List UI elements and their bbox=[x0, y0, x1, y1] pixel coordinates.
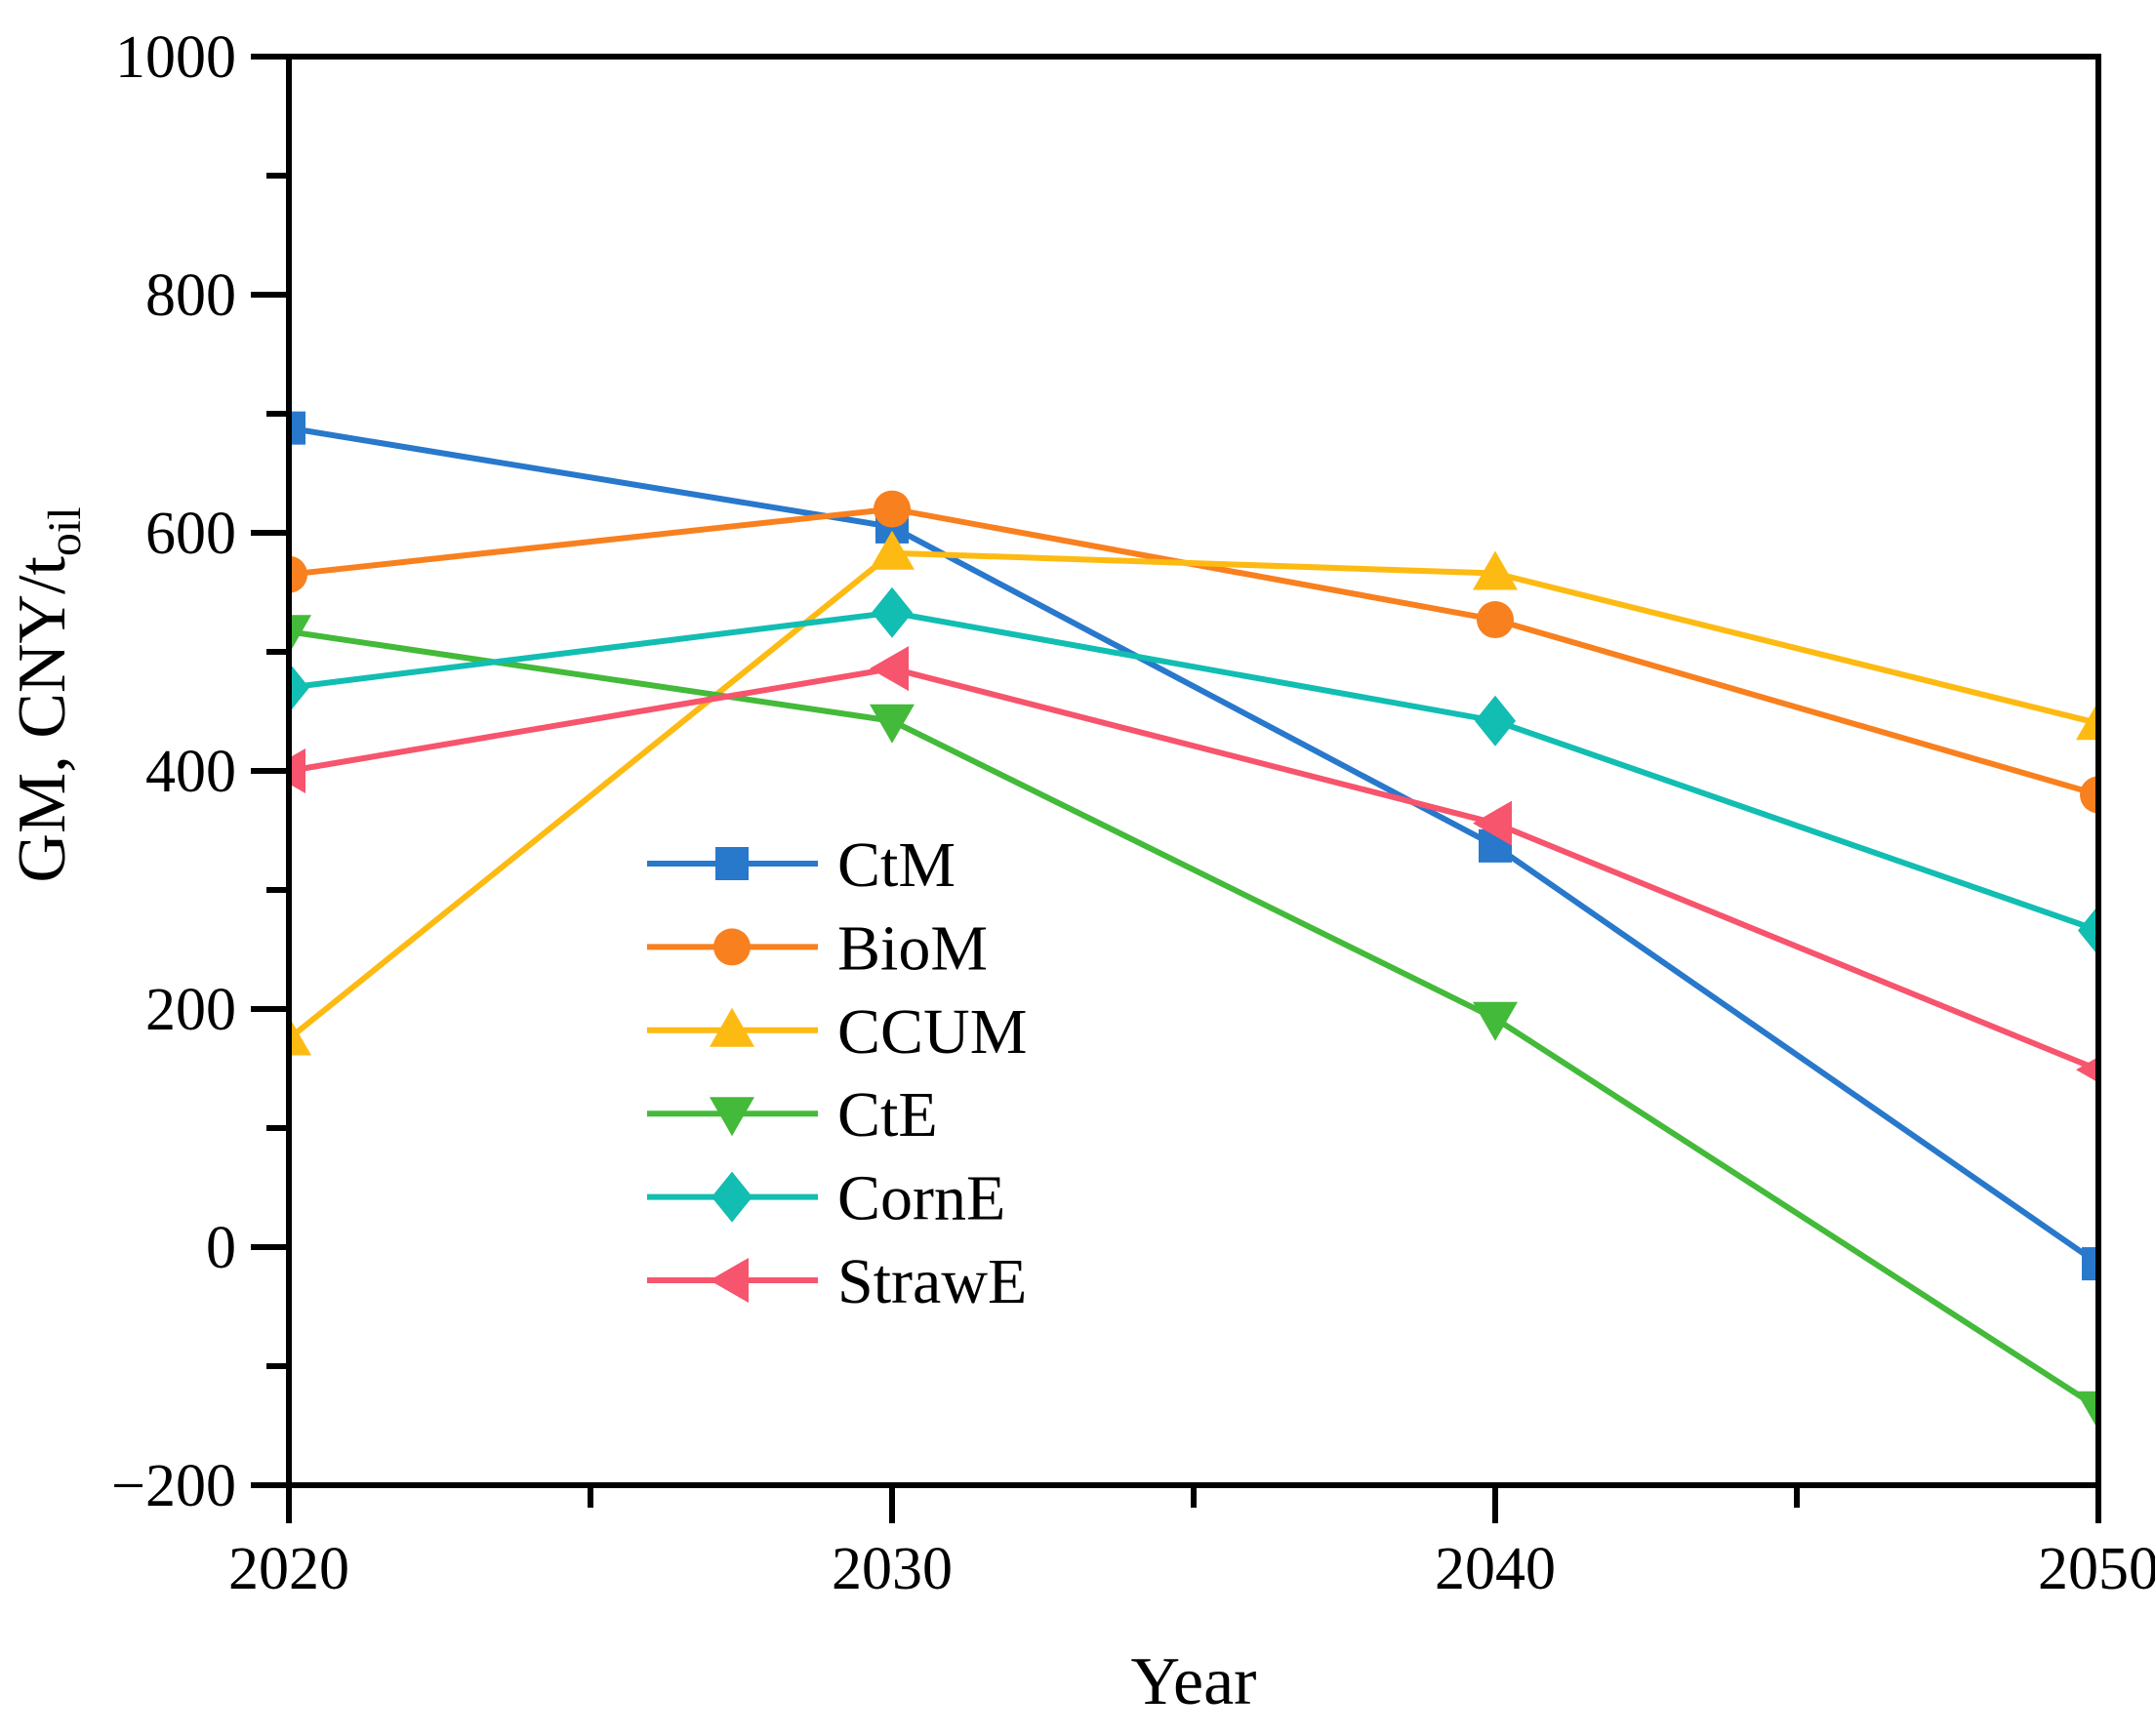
legend-item-StrawE: StrawE bbox=[647, 1246, 1027, 1317]
data-point-StrawE-2030 bbox=[870, 646, 909, 692]
x-tick-label: 2030 bbox=[832, 1536, 953, 1602]
y-tick-label: −200 bbox=[111, 1453, 236, 1519]
data-point-CornE-2040 bbox=[1475, 695, 1516, 747]
legend-label-StrawE: StrawE bbox=[837, 1246, 1027, 1317]
data-point-CtE-2030 bbox=[870, 704, 915, 744]
series-line-StrawE bbox=[288, 666, 2100, 1072]
data-point-CCUM-2050 bbox=[2076, 701, 2101, 741]
data-point-CornE-2030 bbox=[872, 586, 913, 638]
legend-marker-square-icon bbox=[715, 847, 749, 880]
legend-marker-diamond-icon bbox=[712, 1171, 752, 1223]
y-tick-label: 1000 bbox=[115, 24, 236, 91]
data-point-CtE-2050 bbox=[2076, 1391, 2101, 1431]
data-point-CCUM-2040 bbox=[1473, 550, 1518, 590]
legend-item-BioM: BioM bbox=[647, 912, 988, 984]
x-axis-title: Year bbox=[1131, 1644, 1257, 1719]
legend-label-BioM: BioM bbox=[837, 912, 988, 984]
y-tick-label: 600 bbox=[145, 501, 236, 567]
series-BioM bbox=[286, 490, 2101, 814]
series-group bbox=[286, 411, 2101, 1431]
y-tick-label: 0 bbox=[206, 1215, 236, 1281]
legend-label-CtE: CtE bbox=[837, 1079, 938, 1151]
x-tick-label: 2050 bbox=[2038, 1536, 2155, 1602]
legend-marker-triangle-up-icon bbox=[710, 1007, 754, 1047]
series-line-CtE bbox=[288, 628, 2100, 1411]
data-point-StrawE-2040 bbox=[1473, 800, 1512, 846]
plot-frame bbox=[286, 54, 2101, 1488]
series-CtE bbox=[286, 615, 2101, 1431]
axes: 1000 800 600 400 200 0 −200 2020 2030 2040 2050 Yea… bbox=[5, 24, 2155, 1719]
series-line-CtM bbox=[288, 424, 2100, 1267]
data-point-BioM-2030 bbox=[874, 490, 911, 528]
legend-label-CCUM: CCUM bbox=[837, 996, 1027, 1068]
data-point-CCUM-2030 bbox=[870, 530, 915, 570]
y-axis-title: GM, CNY/toil bbox=[5, 506, 91, 882]
legend-item-CtM: CtM bbox=[647, 829, 956, 901]
legend-label-CornE: CornE bbox=[837, 1163, 1005, 1234]
x-tick-label: 2020 bbox=[228, 1536, 349, 1602]
series-CCUM bbox=[286, 530, 2101, 1056]
legend-label-CtM: CtM bbox=[837, 829, 956, 901]
legend-marker-circle-icon bbox=[713, 928, 751, 966]
data-point-StrawE-2050 bbox=[2076, 1055, 2101, 1085]
data-point-BioM-2040 bbox=[1477, 601, 1514, 639]
legend-marker-triangle-down-icon bbox=[710, 1097, 754, 1137]
x-tick-label: 2040 bbox=[1435, 1536, 1556, 1602]
data-point-CtE-2020 bbox=[286, 615, 311, 655]
y-tick-label: 200 bbox=[145, 977, 236, 1043]
series-CtM bbox=[286, 411, 2101, 1281]
legend-item-CCUM: CCUM bbox=[647, 996, 1027, 1068]
series-line-CCUM bbox=[287, 549, 2099, 1041]
series-CornE bbox=[286, 586, 2101, 956]
y-tick-label: 400 bbox=[145, 739, 236, 805]
legend: CtM BioM CCUM CtE CornE StrawE bbox=[647, 829, 1027, 1317]
legend-item-CornE: CornE bbox=[647, 1163, 1005, 1234]
series-line-CornE bbox=[288, 609, 2099, 934]
data-point-CtE-2040 bbox=[1473, 1001, 1518, 1041]
data-point-CCUM-2020 bbox=[286, 1016, 311, 1056]
legend-marker-triangle-left-icon bbox=[710, 1258, 749, 1303]
legend-item-CtE: CtE bbox=[647, 1079, 938, 1151]
y-tick-label: 800 bbox=[145, 262, 236, 329]
